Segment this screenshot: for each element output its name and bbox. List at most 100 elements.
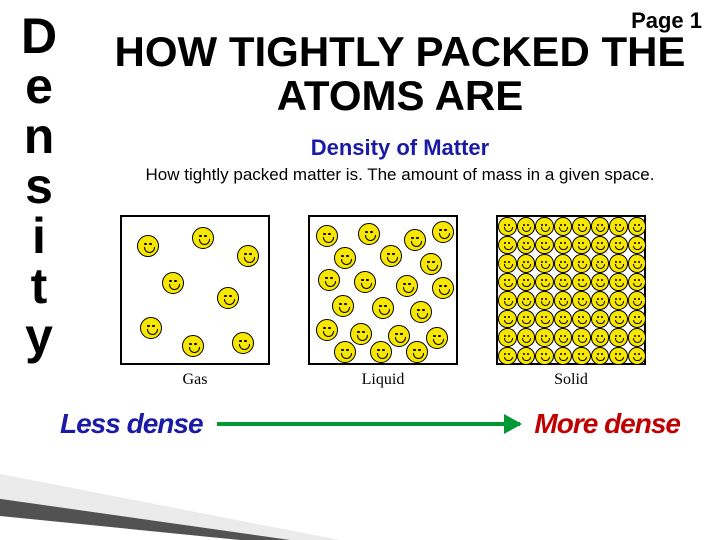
smiley-icon <box>498 291 517 310</box>
smiley-icon <box>498 347 517 366</box>
smiley-icon <box>628 291 647 310</box>
smiley-icon <box>370 341 392 363</box>
smiley-icon <box>388 325 410 347</box>
smiley-icon <box>498 273 517 292</box>
smiley-icon <box>217 287 239 309</box>
smiley-icon <box>554 310 573 329</box>
smiley-icon <box>628 217 647 236</box>
smiley-icon <box>609 273 628 292</box>
arrow-line <box>217 422 521 426</box>
state-solid: Solid <box>496 215 646 389</box>
main-title: HOW TIGHTLY PACKED THE ATOMS ARE <box>100 30 700 118</box>
smiley-icon <box>628 236 647 255</box>
smiley-icon <box>591 328 610 347</box>
smiley-icon <box>572 254 591 273</box>
smiley-icon <box>517 273 536 292</box>
states-row: Gas Liquid Solid <box>120 215 646 389</box>
smiley-icon <box>609 291 628 310</box>
smiley-icon <box>237 245 259 267</box>
smiley-icon <box>572 310 591 329</box>
smiley-icon <box>628 254 647 273</box>
smiley-icon <box>572 328 591 347</box>
smiley-icon <box>591 217 610 236</box>
smiley-icon <box>192 227 214 249</box>
smiley-icon <box>554 236 573 255</box>
smiley-icon <box>380 245 402 267</box>
smiley-icon <box>554 347 573 366</box>
smiley-icon <box>426 327 448 349</box>
smiley-icon <box>517 347 536 366</box>
smiley-icon <box>354 271 376 293</box>
sub-description: How tightly packed matter is. The amount… <box>120 165 680 185</box>
arrow-head-icon <box>504 414 522 434</box>
smiley-icon <box>334 341 356 363</box>
smiley-icon <box>406 341 428 363</box>
smiley-icon <box>554 217 573 236</box>
solid-box <box>496 215 646 365</box>
smiley-icon <box>318 269 340 291</box>
smiley-icon <box>432 277 454 299</box>
smiley-icon <box>591 273 610 292</box>
vertical-title: Density <box>10 8 68 358</box>
smiley-icon <box>498 254 517 273</box>
smiley-icon <box>535 291 554 310</box>
smiley-icon <box>609 328 628 347</box>
smiley-icon <box>628 273 647 292</box>
smiley-icon <box>591 254 610 273</box>
smiley-icon <box>535 273 554 292</box>
smiley-icon <box>609 310 628 329</box>
smiley-icon <box>404 229 426 251</box>
smiley-icon <box>535 310 554 329</box>
smiley-icon <box>517 328 536 347</box>
smiley-icon <box>535 347 554 366</box>
smiley-icon <box>350 323 372 345</box>
smiley-icon <box>498 236 517 255</box>
smiley-icon <box>410 301 432 323</box>
smiley-icon <box>572 236 591 255</box>
smiley-icon <box>609 236 628 255</box>
smiley-icon <box>358 223 380 245</box>
smiley-icon <box>554 254 573 273</box>
smiley-icon <box>554 328 573 347</box>
smiley-icon <box>498 217 517 236</box>
smiley-icon <box>517 236 536 255</box>
smiley-icon <box>572 347 591 366</box>
smiley-icon <box>535 254 554 273</box>
smiley-icon <box>591 310 610 329</box>
state-liquid: Liquid <box>308 215 458 389</box>
smiley-icon <box>517 254 536 273</box>
smiley-icon <box>628 328 647 347</box>
smiley-icon <box>517 310 536 329</box>
smiley-icon <box>182 335 204 357</box>
smiley-icon <box>572 217 591 236</box>
smiley-icon <box>535 328 554 347</box>
smiley-icon <box>554 273 573 292</box>
smiley-icon <box>572 291 591 310</box>
gas-box <box>120 215 270 365</box>
state-gas: Gas <box>120 215 270 389</box>
liquid-box <box>308 215 458 365</box>
smiley-icon <box>591 347 610 366</box>
smiley-icon <box>316 225 338 247</box>
smiley-icon <box>334 247 356 269</box>
smiley-icon <box>609 217 628 236</box>
more-dense-label: More dense <box>534 408 680 440</box>
gas-label: Gas <box>120 371 270 389</box>
smiley-icon <box>535 236 554 255</box>
smiley-icon <box>316 319 338 341</box>
smiley-icon <box>498 310 517 329</box>
smiley-icon <box>517 291 536 310</box>
solid-label: Solid <box>496 371 646 389</box>
smiley-icon <box>554 291 573 310</box>
smiley-icon <box>162 272 184 294</box>
smiley-icon <box>432 221 454 243</box>
smiley-icon <box>535 217 554 236</box>
density-scale: Less dense More dense <box>60 408 680 440</box>
smiley-icon <box>137 235 159 257</box>
smiley-icon <box>628 310 647 329</box>
smiley-icon <box>140 317 162 339</box>
smiley-icon <box>372 297 394 319</box>
smiley-icon <box>628 347 647 366</box>
smiley-icon <box>420 253 442 275</box>
smiley-icon <box>332 295 354 317</box>
